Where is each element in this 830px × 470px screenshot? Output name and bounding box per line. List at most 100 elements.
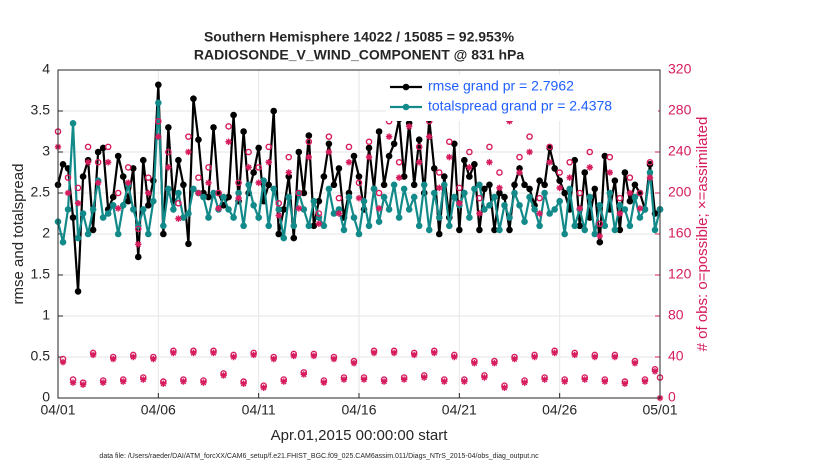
point <box>285 193 293 201</box>
point <box>536 210 543 217</box>
point <box>390 349 398 357</box>
point <box>526 185 533 193</box>
point <box>210 349 217 357</box>
point <box>124 164 132 171</box>
point <box>471 161 478 168</box>
point <box>185 133 192 140</box>
point <box>305 153 313 161</box>
point <box>325 148 333 156</box>
point <box>601 222 609 230</box>
point <box>506 226 513 234</box>
point <box>270 107 278 115</box>
point <box>631 193 639 201</box>
point <box>290 352 297 360</box>
point <box>59 358 67 366</box>
axes-frame <box>57 69 661 399</box>
point <box>375 128 383 135</box>
point <box>250 351 257 359</box>
point <box>120 378 127 385</box>
point <box>109 202 117 209</box>
point <box>501 202 508 209</box>
point <box>621 206 629 213</box>
point <box>440 181 448 189</box>
point <box>59 161 67 168</box>
point <box>591 230 599 238</box>
point <box>571 222 579 230</box>
point <box>436 184 443 192</box>
point <box>165 164 172 171</box>
y2-tick-label: 0 <box>668 389 676 405</box>
y-tick-label: 3.5 <box>31 102 51 118</box>
point <box>64 206 72 213</box>
point <box>476 194 483 202</box>
y-tick-label: 0.5 <box>31 348 51 364</box>
point <box>370 185 378 193</box>
y2-tick-label: 240 <box>668 143 692 159</box>
point <box>330 355 338 363</box>
point <box>89 226 97 234</box>
point <box>285 153 293 161</box>
point <box>355 230 363 238</box>
point <box>576 205 583 212</box>
point <box>205 164 212 171</box>
point <box>155 117 162 125</box>
point <box>325 140 333 148</box>
point <box>114 230 122 238</box>
point <box>586 148 594 156</box>
point <box>190 95 197 102</box>
point <box>185 240 192 248</box>
point <box>636 205 644 212</box>
point <box>270 185 278 193</box>
point <box>150 355 157 363</box>
point <box>305 132 313 139</box>
point <box>486 181 493 189</box>
y-tick-label: 3 <box>42 143 50 159</box>
point <box>210 189 217 197</box>
point <box>160 230 167 238</box>
point <box>134 225 142 233</box>
point <box>250 202 257 209</box>
point <box>275 230 283 238</box>
point <box>420 181 428 189</box>
point <box>175 199 182 207</box>
point <box>566 185 573 193</box>
point <box>626 189 634 197</box>
point <box>375 205 383 212</box>
point <box>165 148 172 156</box>
point <box>496 226 503 234</box>
y-axis-label: rmse and totalspread <box>10 164 27 305</box>
point <box>451 140 458 148</box>
point <box>340 376 348 383</box>
point <box>170 349 177 357</box>
point <box>586 164 593 171</box>
point <box>626 222 634 230</box>
point <box>340 226 348 234</box>
point <box>476 210 483 217</box>
point <box>210 124 217 131</box>
point <box>591 353 598 361</box>
point <box>536 194 543 202</box>
point <box>104 159 112 166</box>
point <box>616 226 624 234</box>
legend-label: totalspread grand pr = 2.4378 <box>428 98 612 114</box>
point <box>115 205 122 212</box>
point <box>345 159 353 166</box>
point <box>405 206 413 213</box>
point <box>566 174 573 181</box>
y2-tick-label: 280 <box>668 102 692 118</box>
point <box>511 181 518 189</box>
point <box>456 184 463 192</box>
point <box>315 220 323 227</box>
point <box>295 205 302 212</box>
point <box>175 189 182 197</box>
point <box>240 380 247 387</box>
point <box>395 158 403 166</box>
point <box>546 159 553 166</box>
point <box>616 210 624 217</box>
point <box>466 164 473 171</box>
point <box>79 381 87 388</box>
point <box>175 156 182 164</box>
point <box>546 143 553 151</box>
point <box>526 193 533 201</box>
point <box>280 206 288 213</box>
